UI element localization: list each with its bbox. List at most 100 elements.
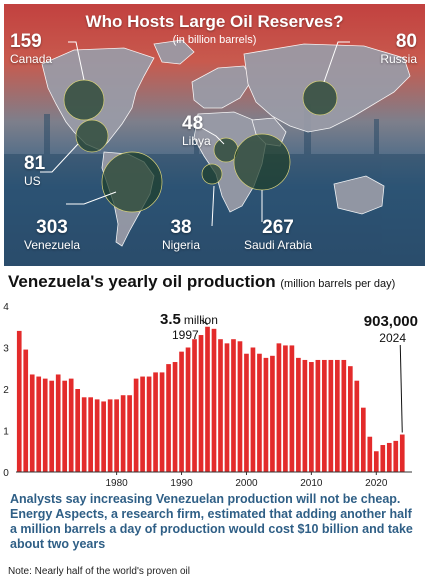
bar-1976 xyxy=(88,397,93,472)
bar-1970 xyxy=(49,380,55,472)
bar-2018 xyxy=(360,407,366,472)
reserve-country-nigeria: Nigeria xyxy=(162,238,201,252)
bar-2009 xyxy=(302,359,308,472)
bar-2005 xyxy=(276,343,282,472)
label-us: 81 US xyxy=(24,154,45,189)
leader-lines xyxy=(40,41,350,227)
bar-2022 xyxy=(386,442,392,472)
bar-1992 xyxy=(192,339,197,472)
bubble-russia xyxy=(302,80,338,116)
y-tick-label: 4 xyxy=(3,302,9,313)
note: Note: Nearly half of the world's proven … xyxy=(8,566,190,577)
bubble-saudi-arabia xyxy=(233,133,291,191)
bar-1973 xyxy=(68,378,74,472)
bar-1972 xyxy=(62,380,68,472)
bar-2001 xyxy=(250,347,256,472)
bar-2019 xyxy=(367,436,373,472)
peak-unit: million xyxy=(184,313,218,327)
label-russia: 80 Russia xyxy=(380,31,417,67)
reserve-country-us: US xyxy=(24,174,41,188)
y-axis: 0 1 2 3 4 xyxy=(3,302,9,479)
bar-2004 xyxy=(270,355,275,472)
bar-1993 xyxy=(198,335,204,472)
bars xyxy=(16,326,405,472)
bar-2015 xyxy=(341,359,347,472)
bar-2021 xyxy=(380,445,386,472)
bar-2020 xyxy=(373,451,379,472)
bubble-canada xyxy=(63,79,105,121)
y-tick-label: 2 xyxy=(3,385,9,396)
x-tick-label: 2010 xyxy=(300,478,323,488)
bar-1978 xyxy=(101,401,106,472)
label-saudi-arabia: 267 Saudi Arabia xyxy=(244,217,313,253)
x-tick-label: 1990 xyxy=(170,478,193,488)
bar-1981 xyxy=(120,395,126,472)
reserve-country-libya: Libya xyxy=(182,134,211,148)
bar-2010 xyxy=(309,362,314,472)
chart-units: (million barrels per day) xyxy=(280,278,396,290)
reserve-value-russia: 80 xyxy=(395,31,417,52)
map-title: Who Hosts Large Oil Reserves? xyxy=(85,12,344,31)
caption: Analysts say increasing Venezuelan produ… xyxy=(10,492,413,551)
bar-1977 xyxy=(94,399,100,472)
reserves-map-panel: Who Hosts Large Oil Reserves? (in billio… xyxy=(4,4,425,266)
label-libya: 48 Libya xyxy=(182,113,211,149)
y-tick-label: 0 xyxy=(3,468,9,479)
bar-1967 xyxy=(29,374,35,472)
bar-2008 xyxy=(296,357,301,472)
bar-2007 xyxy=(289,345,295,472)
bar-2000 xyxy=(244,353,249,472)
bar-1995 xyxy=(211,328,217,472)
bar-2012 xyxy=(322,359,327,472)
reserve-value-libya: 48 xyxy=(182,113,204,134)
reserve-value-saudi-arabia: 267 xyxy=(262,217,294,238)
bar-2006 xyxy=(283,345,288,472)
reserve-country-russia: Russia xyxy=(380,52,417,66)
chart-title: Venezuela's yearly oil production (milli… xyxy=(8,272,395,292)
x-tick-label: 1980 xyxy=(105,478,128,488)
bar-1966 xyxy=(23,349,29,472)
production-bar-chart: 0 1 2 3 4 1980 1990 2000 2010 2020 3.5 million 19… xyxy=(3,302,418,488)
bar-1969 xyxy=(42,378,48,472)
bar-2017 xyxy=(354,380,360,472)
bar-1968 xyxy=(36,376,42,472)
bar-1994 xyxy=(205,326,210,472)
bar-1996 xyxy=(218,339,223,472)
reserve-value-nigeria: 38 xyxy=(170,217,192,238)
bar-1999 xyxy=(237,341,243,472)
bar-1997 xyxy=(224,343,230,472)
latest-leader-line xyxy=(399,344,403,433)
bar-2002 xyxy=(257,353,262,472)
bar-2016 xyxy=(347,366,353,472)
y-tick-label: 3 xyxy=(3,344,9,355)
reserve-country-saudi-arabia: Saudi Arabia xyxy=(244,238,313,252)
peak-year: 1997 xyxy=(172,328,199,342)
y-tick-label: 1 xyxy=(3,427,9,438)
peak-leader-line xyxy=(201,319,208,326)
bar-2013 xyxy=(328,359,334,472)
reserve-country-canada: Canada xyxy=(10,52,53,66)
bar-2024 xyxy=(399,434,405,472)
bar-1971 xyxy=(55,374,61,472)
world-map-graphic xyxy=(4,39,425,266)
reserve-value-venezuela: 303 xyxy=(36,217,68,238)
label-nigeria: 38 Nigeria xyxy=(162,217,201,253)
x-axis: 1980 1990 2000 2010 2020 xyxy=(105,472,388,488)
bar-1984 xyxy=(140,376,145,472)
bar-2011 xyxy=(315,359,321,472)
bar-2014 xyxy=(335,359,340,472)
bar-1974 xyxy=(75,389,81,472)
bar-1965 xyxy=(16,330,22,472)
map-subtitle: (in billion barrels) xyxy=(172,34,257,46)
x-tick-label: 2020 xyxy=(365,478,388,488)
bar-2003 xyxy=(263,357,269,472)
bar-1987 xyxy=(159,372,165,472)
bubble-nigeria xyxy=(201,163,223,185)
peak-value: 3.5 xyxy=(160,311,181,328)
x-tick-label: 2000 xyxy=(235,478,258,488)
reserve-country-venezuela: Venezuela xyxy=(24,238,81,252)
bar-1990 xyxy=(179,351,184,472)
latest-value: 903,000 xyxy=(364,313,418,330)
bar-1975 xyxy=(81,397,87,472)
